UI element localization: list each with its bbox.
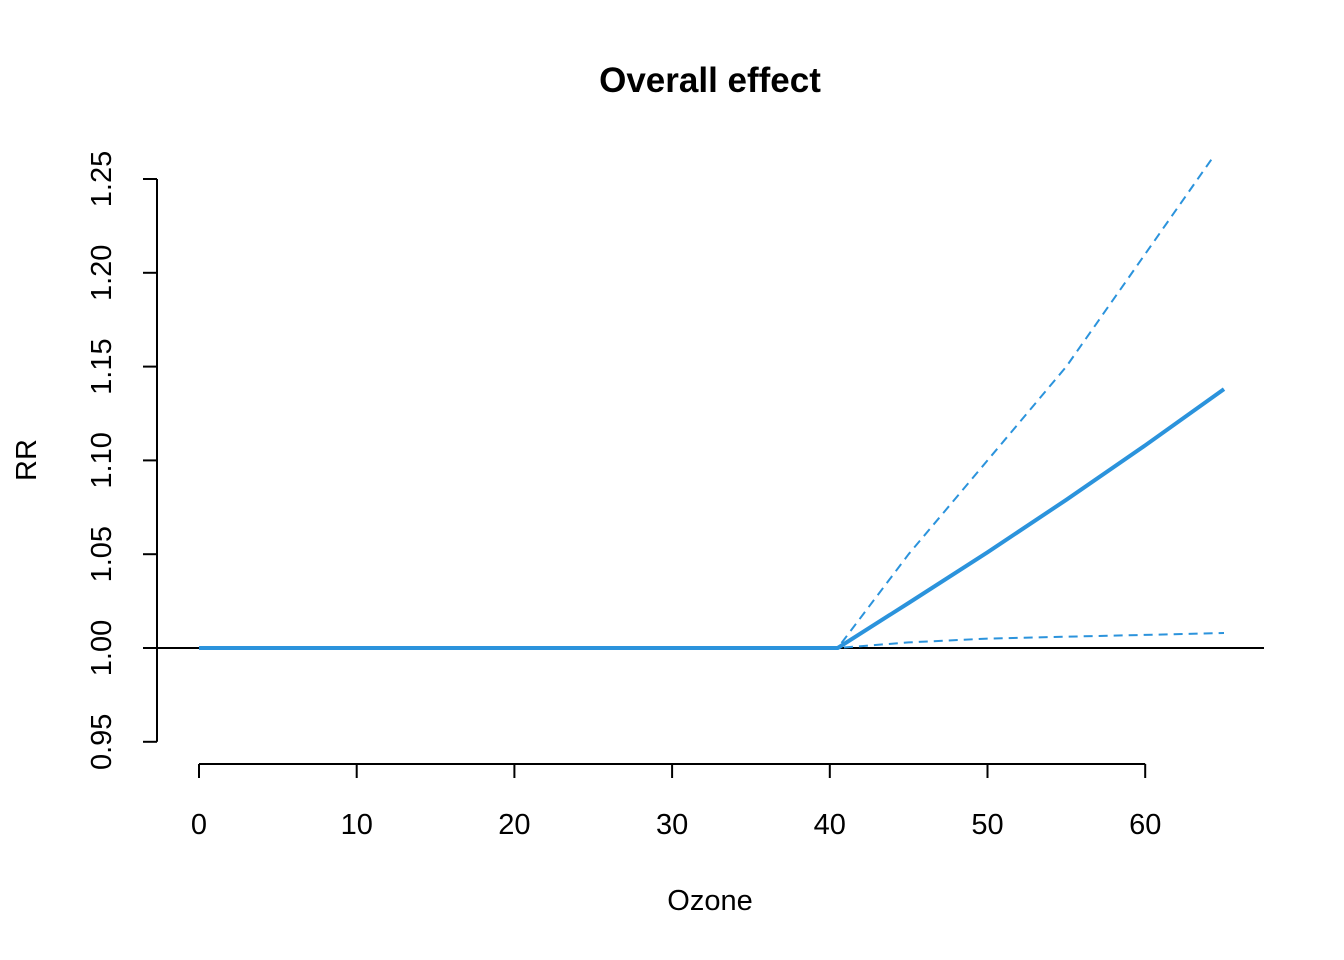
x-tick-label: 40 — [814, 809, 846, 841]
y-tick-label: 1.25 — [86, 151, 118, 207]
chart-title: Overall effect — [599, 61, 821, 100]
x-tick-label: 20 — [498, 809, 530, 841]
x-axis-label: Ozone — [667, 885, 752, 917]
y-tick-label: 1.20 — [86, 245, 118, 301]
y-tick-label: 1.00 — [86, 620, 118, 676]
series-lower-line — [199, 632, 1225, 649]
y-axis-label: RR — [11, 439, 43, 481]
x-tick-label: 50 — [971, 809, 1003, 841]
series-estimate-line — [199, 387, 1226, 650]
y-tick-label: 1.05 — [86, 526, 118, 582]
x-tick-label: 10 — [341, 809, 373, 841]
y-tick-label: 0.95 — [86, 714, 118, 770]
y-tick-label: 1.10 — [86, 432, 118, 488]
series-upper-line — [199, 157, 1215, 649]
x-tick-label: 60 — [1129, 809, 1161, 841]
x-tick-label: 30 — [656, 809, 688, 841]
x-tick-label: 0 — [191, 809, 207, 841]
series-layer — [199, 157, 1226, 650]
axes: 0 10 20 30 40 50 60 0.95 1.00 1.05 1.10 1.15 1.20 1.2… — [86, 151, 1161, 841]
y-tick-label: 1.15 — [86, 338, 118, 394]
